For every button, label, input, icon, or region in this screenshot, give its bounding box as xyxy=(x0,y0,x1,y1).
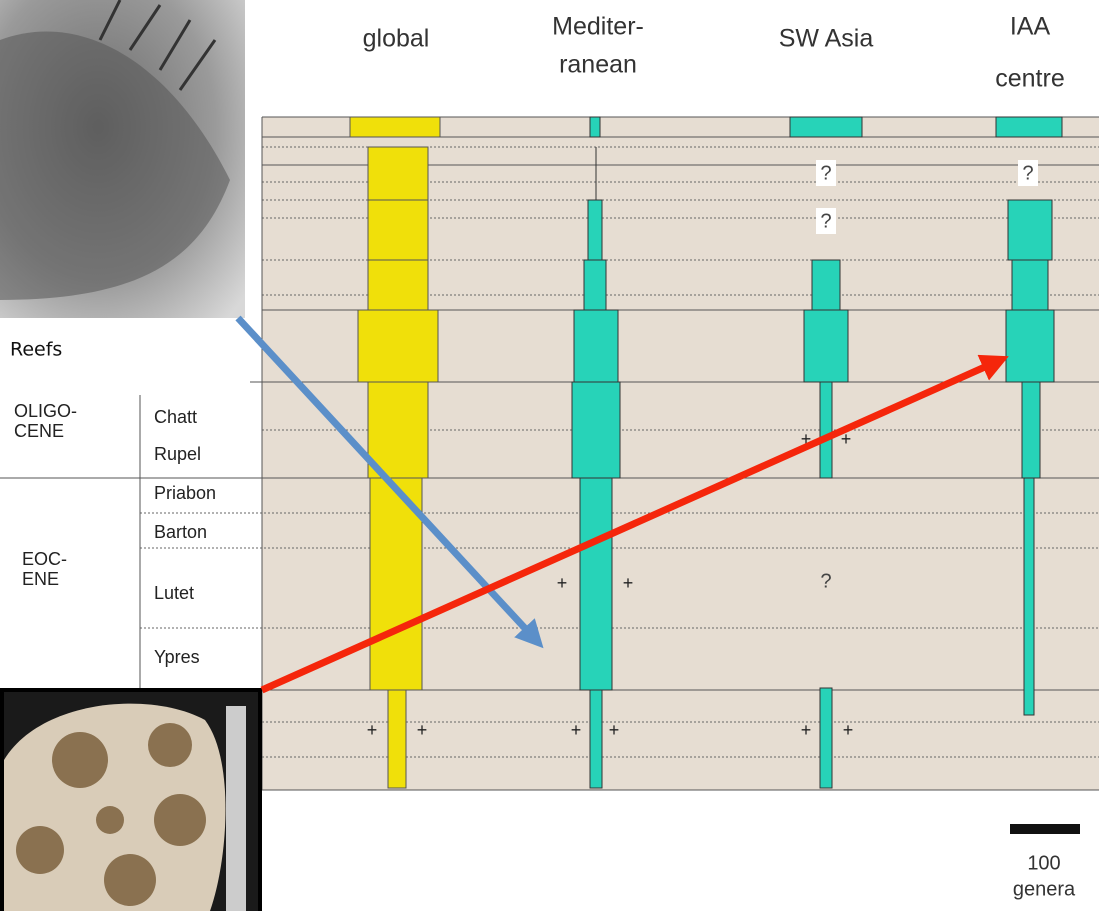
figure: global Mediter- ranean SW Asia IAA centr… xyxy=(0,0,1099,911)
plus-mark: + xyxy=(843,720,854,740)
scale-bar xyxy=(1010,824,1080,834)
stage-label: Ypres xyxy=(154,647,200,667)
photo-caption: Reefs xyxy=(10,339,62,361)
plus-mark: + xyxy=(571,720,582,740)
uncertain-mark: ? xyxy=(820,570,831,592)
uncertain-mark: ? xyxy=(820,210,831,232)
uncertain-mark: ? xyxy=(820,162,831,184)
column-header: global xyxy=(363,25,430,53)
stage-label: Lutet xyxy=(154,583,194,603)
column-header: centre xyxy=(995,65,1064,93)
column-header: ranean xyxy=(559,51,637,79)
plus-mark: + xyxy=(609,720,620,740)
photo-ruler xyxy=(226,706,246,911)
plus-mark: + xyxy=(557,573,568,593)
plus-mark: + xyxy=(417,720,428,740)
epoch-label: EOC- xyxy=(22,549,67,569)
column-header: SW Asia xyxy=(779,25,874,53)
plus-mark: + xyxy=(367,720,378,740)
epoch-label: ENE xyxy=(22,569,59,589)
column-header: Mediter- xyxy=(552,13,644,41)
stage-label: Priabon xyxy=(154,483,216,503)
stage-label: Barton xyxy=(154,522,207,542)
stage-label: Chatt xyxy=(154,407,197,427)
plus-mark: + xyxy=(623,573,634,593)
epoch-label: OLIGO- xyxy=(14,401,77,421)
epoch-label: CENE xyxy=(14,421,64,441)
plus-mark: + xyxy=(801,720,812,740)
scale-unit: genera xyxy=(1013,878,1076,900)
uncertain-mark: ? xyxy=(1022,162,1033,184)
column-header: IAA xyxy=(1010,13,1051,41)
scale-value: 100 xyxy=(1027,852,1060,874)
stage-label: Rupel xyxy=(154,444,201,464)
